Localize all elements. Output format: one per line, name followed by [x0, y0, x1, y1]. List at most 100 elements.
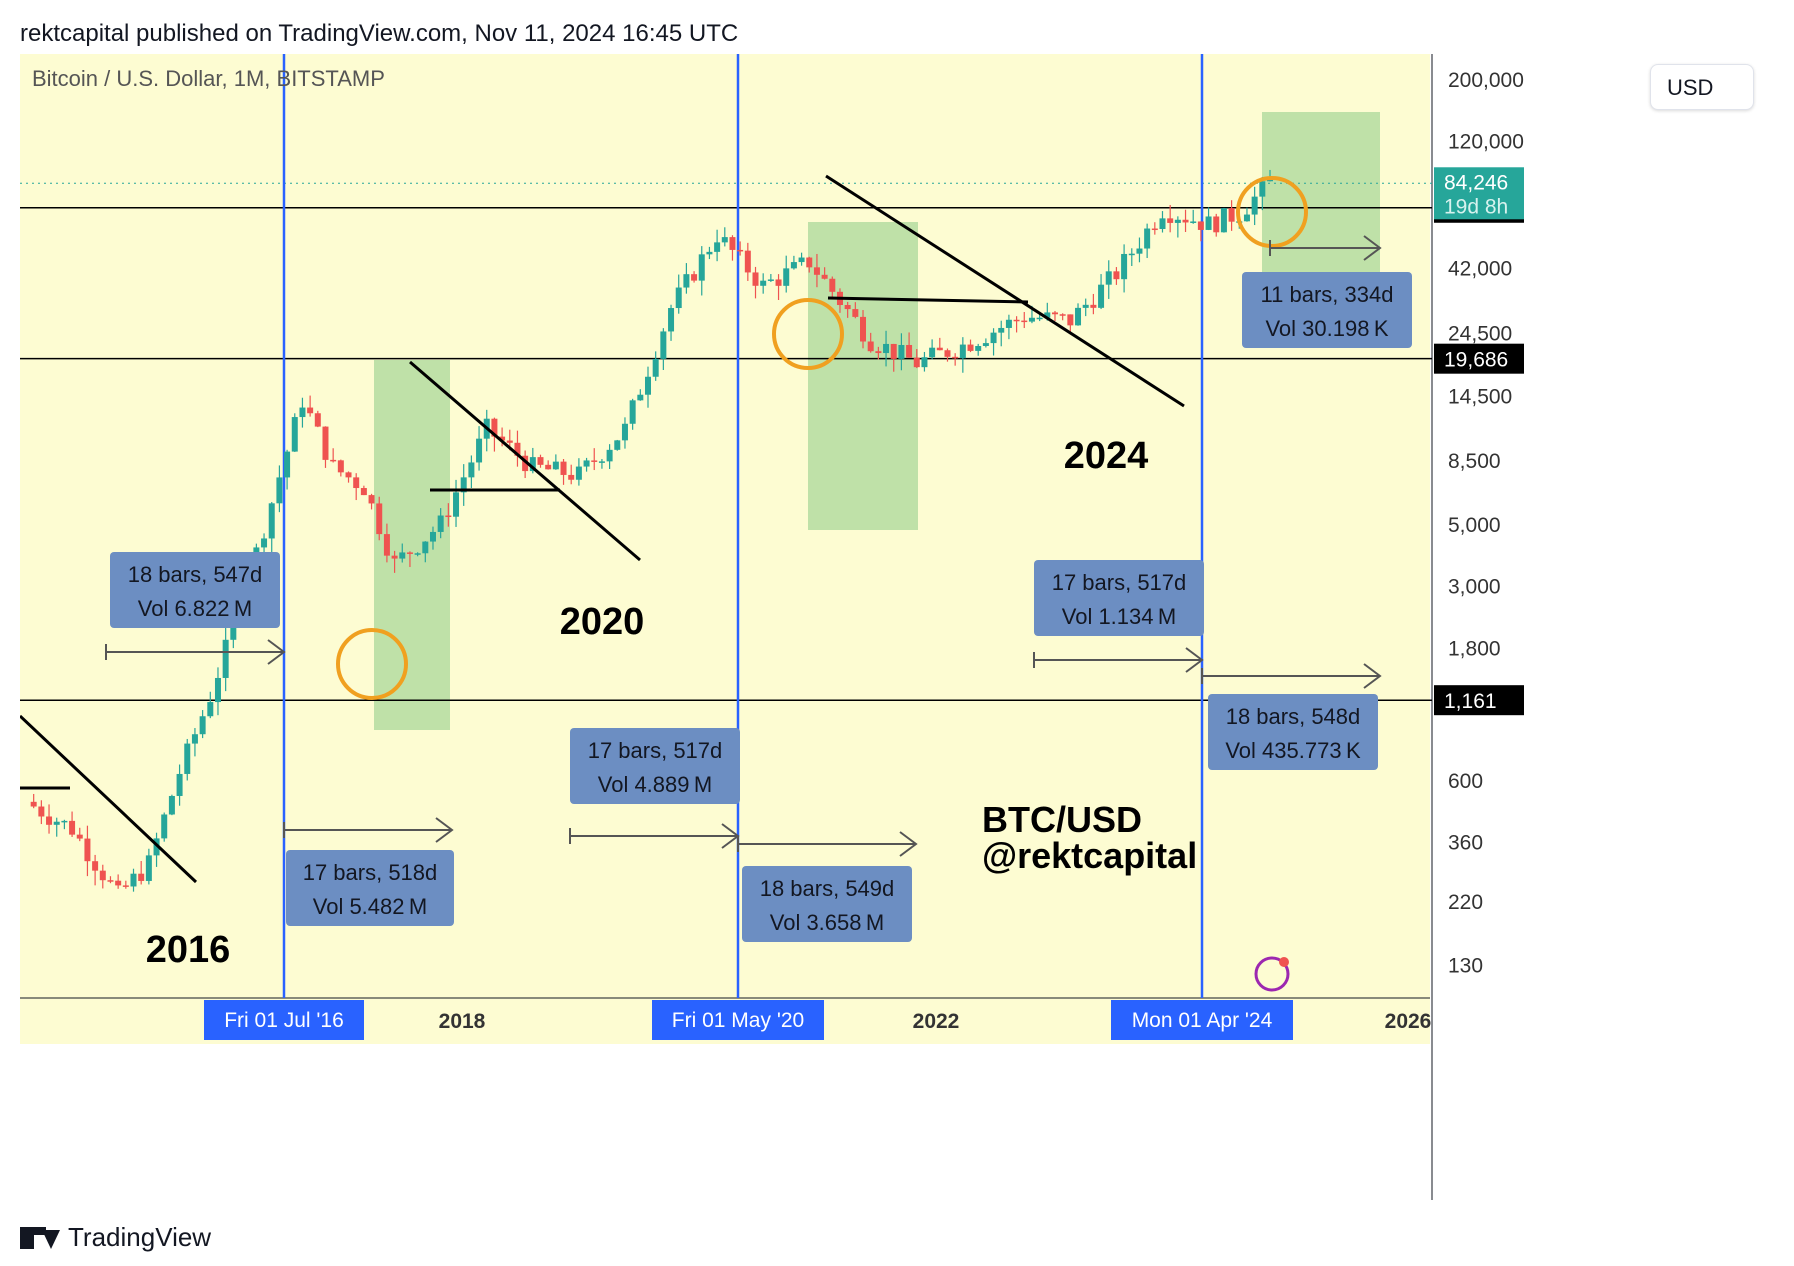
candle-body — [145, 855, 152, 881]
candle-body — [790, 262, 797, 269]
candle-body — [606, 449, 613, 462]
measure-box-4: 18 bars, 549d Vol 3.658 M — [742, 866, 912, 942]
candle-body — [1182, 219, 1189, 223]
candle-body — [168, 795, 175, 815]
measure-box-bg — [742, 866, 912, 942]
candle-body — [1190, 221, 1197, 223]
candle-body — [115, 880, 122, 886]
arrow-head — [435, 817, 454, 843]
candle-body — [291, 417, 298, 452]
chart-title: Bitcoin / U.S. Dollar, 1M, BITSTAMP — [32, 66, 385, 91]
candle-body — [683, 274, 690, 288]
candle-body — [314, 413, 321, 427]
candle-body — [660, 331, 667, 359]
candle-body — [368, 495, 375, 504]
candle-body — [1044, 312, 1051, 318]
candle-body — [107, 880, 114, 882]
arrow-1 — [105, 639, 286, 665]
candle-body — [1028, 317, 1035, 322]
price-tick-label: 5,000 — [1448, 514, 1501, 537]
candle-body — [1197, 221, 1204, 230]
candle-body — [875, 351, 882, 354]
vline-date-tag-bg — [204, 1000, 364, 1040]
btc-chart[interactable]: 18 bars, 547d Vol 6.822 M 17 bars, 518d Vol… — [20, 54, 1780, 1200]
candle-body — [844, 305, 851, 310]
candle-body — [322, 426, 329, 460]
price-tick-label: 220 — [1448, 891, 1483, 914]
candle-body — [1220, 208, 1227, 233]
candle-body — [975, 345, 982, 351]
vline-date-tag: Fri 01 May '20 — [672, 1009, 804, 1032]
green-zone-3 — [1262, 112, 1380, 280]
candle-body — [545, 464, 552, 470]
trendline-5 — [825, 174, 1185, 408]
measure-box-vol: Vol 435.773 K — [1225, 738, 1361, 763]
publish-line: rektcapital published on TradingView.com… — [20, 20, 739, 47]
candle-body — [284, 451, 291, 478]
price-level-tag: 1,161 — [1444, 690, 1497, 713]
candle-body — [1213, 216, 1220, 233]
candle-body — [929, 347, 936, 358]
candle-body — [982, 343, 989, 346]
measure-box-3: 17 bars, 517d Vol 4.889 M — [570, 728, 740, 804]
candle-body — [176, 773, 183, 796]
arrow-7 — [1269, 235, 1382, 261]
candle-body — [207, 702, 214, 717]
breakout-circle-3 — [1236, 176, 1308, 248]
candle-body — [499, 436, 506, 441]
candle-body — [230, 620, 237, 640]
currency-button[interactable]: USD — [1650, 64, 1754, 110]
candle-body — [698, 254, 705, 281]
candle-body — [1013, 319, 1020, 322]
candle-body — [1051, 312, 1058, 315]
candle-body — [445, 515, 452, 518]
measure-box-bg — [286, 850, 454, 926]
candle-body — [575, 466, 582, 480]
arrow-head — [267, 639, 286, 665]
measure-box-bg — [570, 728, 740, 804]
candle-body — [376, 503, 383, 535]
measure-box-1: 18 bars, 547d Vol 6.822 M — [110, 552, 280, 628]
candle-body — [299, 407, 306, 418]
candles — [30, 169, 1273, 892]
chart-frame[interactable]: 18 bars, 547d Vol 6.822 M 17 bars, 518d Vol… — [20, 54, 1780, 1200]
arrow-2 — [283, 817, 454, 843]
candle-body — [76, 834, 83, 839]
candle-body — [1167, 218, 1174, 223]
trendline-6 — [827, 296, 1029, 304]
candle-body — [46, 816, 53, 825]
candle-body — [821, 274, 828, 279]
candle-body — [437, 515, 444, 532]
candle-body — [276, 477, 283, 504]
measure-box-bg — [110, 552, 280, 628]
candle-body — [1059, 314, 1066, 316]
candle-body — [199, 716, 206, 735]
candle-body — [775, 279, 782, 286]
price-tick-label: 200,000 — [1448, 69, 1524, 92]
candle-body — [721, 237, 728, 243]
trendline-1 — [20, 714, 198, 884]
candle-body — [130, 873, 137, 887]
candle-body — [1113, 271, 1120, 280]
year-label-2: 2020 — [560, 601, 645, 643]
footer-logo[interactable]: TradingView — [20, 1222, 211, 1253]
price-level-tag-bg — [1434, 343, 1524, 374]
candle-body — [1136, 248, 1143, 254]
candle-body — [691, 274, 698, 281]
candle-body — [629, 400, 636, 424]
watermark-line-2: @rektcapital — [982, 835, 1197, 876]
price-tick-label: 600 — [1448, 770, 1483, 793]
candle-body — [737, 249, 744, 252]
candle-body — [1082, 304, 1089, 308]
candle-body — [637, 394, 644, 401]
candle-body — [1090, 304, 1097, 308]
candle-body — [568, 474, 575, 480]
candle-body — [1128, 253, 1135, 256]
candle-body — [921, 357, 928, 368]
measure-box-bars: 17 bars, 517d — [1052, 570, 1187, 595]
candle-body — [967, 344, 974, 351]
candle-body — [752, 272, 759, 286]
price-tick-label: 360 — [1448, 831, 1483, 854]
candle-body — [330, 459, 337, 462]
candle-body — [952, 356, 959, 359]
